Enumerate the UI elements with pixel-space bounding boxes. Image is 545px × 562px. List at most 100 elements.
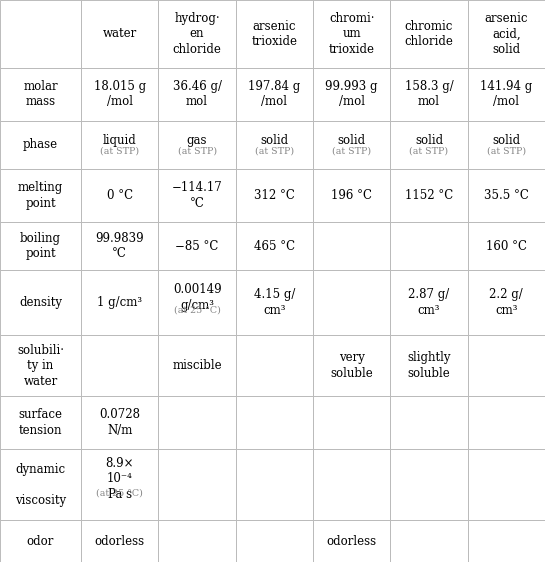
Text: 8.9×
10⁻⁴
Pa s: 8.9× 10⁻⁴ Pa s xyxy=(106,457,134,501)
Bar xyxy=(81,121,159,169)
Bar xyxy=(390,396,468,449)
Text: liquid: liquid xyxy=(103,134,137,147)
Text: phase: phase xyxy=(23,138,58,151)
Bar xyxy=(390,121,468,169)
Bar xyxy=(313,0,390,68)
Bar xyxy=(313,222,390,270)
Text: density: density xyxy=(19,296,62,309)
Bar xyxy=(468,449,545,520)
Bar xyxy=(159,335,236,396)
Text: (at 25 °C): (at 25 °C) xyxy=(96,488,143,497)
Text: 2.87 g/
cm³: 2.87 g/ cm³ xyxy=(408,288,450,317)
Bar xyxy=(0,449,81,520)
Bar xyxy=(0,520,81,562)
Bar xyxy=(313,121,390,169)
Bar xyxy=(236,169,313,222)
Bar xyxy=(313,169,390,222)
Bar xyxy=(0,0,81,68)
Text: very
soluble: very soluble xyxy=(330,351,373,380)
Bar xyxy=(236,68,313,121)
Text: hydrog·
en
chloride: hydrog· en chloride xyxy=(173,12,221,56)
Bar xyxy=(236,0,313,68)
Bar xyxy=(81,169,159,222)
Bar xyxy=(0,270,81,335)
Text: odor: odor xyxy=(27,534,54,547)
Bar xyxy=(468,222,545,270)
Text: 1152 °C: 1152 °C xyxy=(405,189,453,202)
Bar xyxy=(468,121,545,169)
Bar xyxy=(468,169,545,222)
Text: chromi·
um
trioxide: chromi· um trioxide xyxy=(329,12,375,56)
Text: odorless: odorless xyxy=(326,534,377,547)
Bar xyxy=(313,396,390,449)
Bar xyxy=(236,396,313,449)
Text: solid: solid xyxy=(492,134,520,147)
Text: 312 °C: 312 °C xyxy=(254,189,295,202)
Bar xyxy=(390,222,468,270)
Text: 465 °C: 465 °C xyxy=(254,239,295,253)
Text: −85 °C: −85 °C xyxy=(175,239,219,253)
Text: miscible: miscible xyxy=(172,359,222,372)
Text: 35.5 °C: 35.5 °C xyxy=(484,189,529,202)
Text: slightly
soluble: slightly soluble xyxy=(407,351,451,380)
Bar xyxy=(159,270,236,335)
Bar xyxy=(159,121,236,169)
Bar xyxy=(0,121,81,169)
Bar xyxy=(236,270,313,335)
Text: 141.94 g
/mol: 141.94 g /mol xyxy=(480,80,532,108)
Bar xyxy=(159,222,236,270)
Text: (at STP): (at STP) xyxy=(100,146,140,155)
Text: 1 g/cm³: 1 g/cm³ xyxy=(97,296,142,309)
Bar xyxy=(81,222,159,270)
Text: 197.84 g
/mol: 197.84 g /mol xyxy=(249,80,300,108)
Bar xyxy=(159,169,236,222)
Bar xyxy=(81,449,159,520)
Bar xyxy=(468,396,545,449)
Bar xyxy=(390,0,468,68)
Text: solid: solid xyxy=(261,134,288,147)
Bar xyxy=(313,335,390,396)
Text: arsenic
acid,
solid: arsenic acid, solid xyxy=(485,12,528,56)
Bar xyxy=(468,335,545,396)
Text: (at STP): (at STP) xyxy=(409,146,449,155)
Text: 196 °C: 196 °C xyxy=(331,189,372,202)
Bar xyxy=(468,68,545,121)
Bar xyxy=(313,449,390,520)
Text: odorless: odorless xyxy=(95,534,145,547)
Text: 4.15 g/
cm³: 4.15 g/ cm³ xyxy=(254,288,295,317)
Text: (at STP): (at STP) xyxy=(332,146,371,155)
Bar xyxy=(236,121,313,169)
Bar xyxy=(390,335,468,396)
Bar xyxy=(81,520,159,562)
Text: solid: solid xyxy=(338,134,366,147)
Bar xyxy=(390,270,468,335)
Text: surface
tension: surface tension xyxy=(19,409,63,437)
Text: melting
point: melting point xyxy=(18,182,63,210)
Text: (at STP): (at STP) xyxy=(255,146,294,155)
Text: 2.2 g/
cm³: 2.2 g/ cm³ xyxy=(489,288,523,317)
Text: solubili·
ty in
water: solubili· ty in water xyxy=(17,343,64,388)
Bar xyxy=(468,0,545,68)
Bar xyxy=(81,68,159,121)
Text: 99.993 g
/mol: 99.993 g /mol xyxy=(325,80,378,108)
Text: 36.46 g/
mol: 36.46 g/ mol xyxy=(173,80,222,108)
Text: 18.015 g
/mol: 18.015 g /mol xyxy=(94,80,146,108)
Bar xyxy=(390,520,468,562)
Text: (at STP): (at STP) xyxy=(178,146,217,155)
Bar xyxy=(0,169,81,222)
Text: (at 25 °C): (at 25 °C) xyxy=(174,306,221,315)
Bar xyxy=(390,68,468,121)
Bar xyxy=(81,270,159,335)
Bar xyxy=(468,270,545,335)
Bar xyxy=(236,449,313,520)
Bar xyxy=(390,449,468,520)
Bar xyxy=(390,169,468,222)
Bar xyxy=(81,335,159,396)
Text: 0 °C: 0 °C xyxy=(107,189,133,202)
Bar xyxy=(0,335,81,396)
Bar xyxy=(159,449,236,520)
Text: 99.9839
°C: 99.9839 °C xyxy=(95,232,144,260)
Text: arsenic
trioxide: arsenic trioxide xyxy=(251,20,298,48)
Text: 0.0728
N/m: 0.0728 N/m xyxy=(99,409,140,437)
Text: 0.00149
g/cm³: 0.00149 g/cm³ xyxy=(173,283,221,312)
